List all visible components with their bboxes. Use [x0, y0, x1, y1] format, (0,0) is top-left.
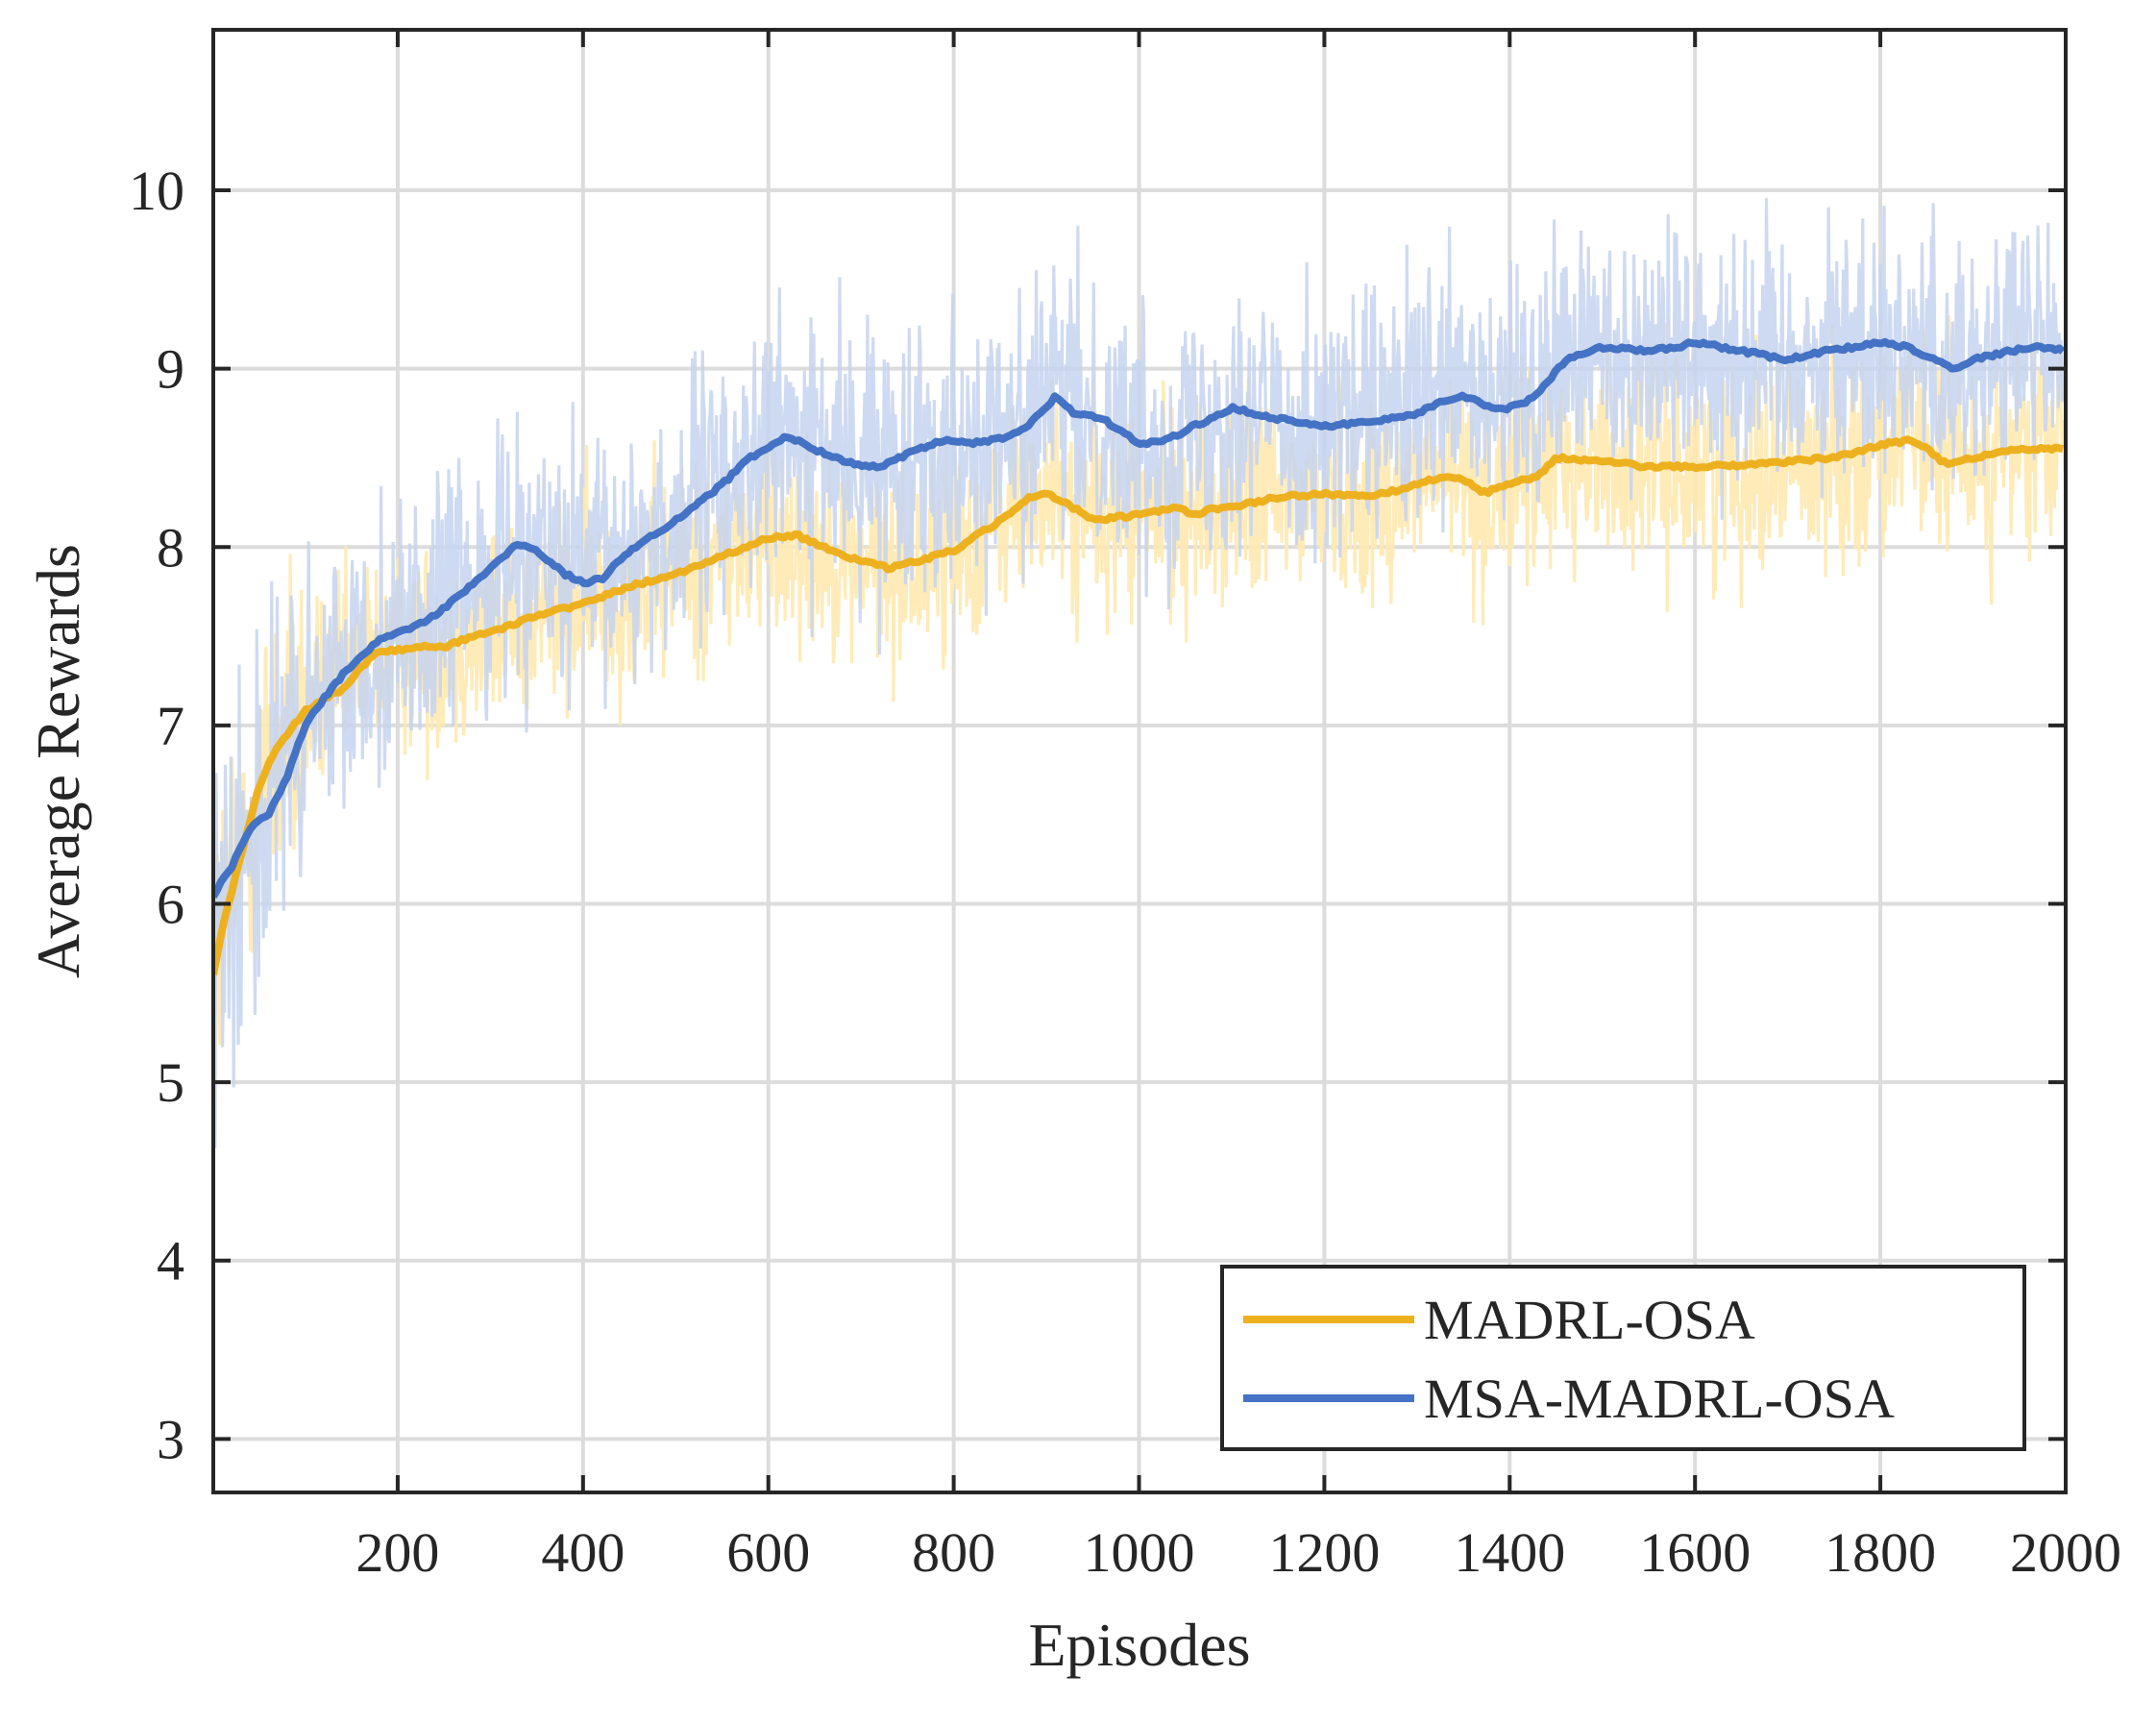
x-tick-labels: 200 400 600 800 1000 1200 1400 1600 1800 2000 — [355, 1521, 2121, 1584]
y-tick-label: 6 — [157, 873, 184, 935]
plot-frame — [211, 28, 2068, 1494]
line-madrl-osa — [213, 435, 2064, 975]
y-tick-label: 4 — [157, 1230, 184, 1293]
line-msa-madrl-osa — [213, 337, 2066, 899]
y-tick-label: 10 — [129, 160, 184, 222]
x-tick-label: 200 — [355, 1521, 439, 1584]
y-tick-labels: 3 4 5 6 7 8 9 10 — [129, 160, 184, 1470]
x-tick-label: 1000 — [1084, 1521, 1195, 1584]
y-tick-label: 7 — [157, 695, 184, 757]
raw-line-msa-madrl-osa — [213, 198, 2066, 1148]
y-tick-label: 5 — [157, 1051, 184, 1114]
legend-box — [1220, 1265, 2026, 1451]
legend-label-msa-madrl-osa: MSA-MADRL-OSA — [1424, 1368, 1895, 1430]
x-tick-label: 1400 — [1454, 1521, 1565, 1584]
y-tick-label: 8 — [157, 516, 184, 579]
x-tick-label: 2000 — [2010, 1521, 2121, 1584]
x-tick-label: 1200 — [1268, 1521, 1380, 1584]
x-tick-label: 400 — [541, 1521, 625, 1584]
legend-label-madrl-osa: MADRL-OSA — [1424, 1289, 1755, 1351]
x-tick-label: 800 — [912, 1521, 995, 1584]
smoothed-series — [213, 337, 2066, 975]
y-tick-label: 3 — [157, 1408, 184, 1470]
x-tick-label: 1600 — [1639, 1521, 1751, 1584]
y-tick-label: 9 — [157, 338, 184, 401]
x-axis-title: Episodes — [1028, 1611, 1250, 1679]
x-tick-label: 1800 — [1825, 1521, 1936, 1584]
legend: MADRL-OSA MSA-MADRL-OSA — [1220, 1265, 2026, 1451]
y-axis-title: Average Rewards — [24, 544, 92, 978]
x-tick-label: 600 — [726, 1521, 810, 1584]
